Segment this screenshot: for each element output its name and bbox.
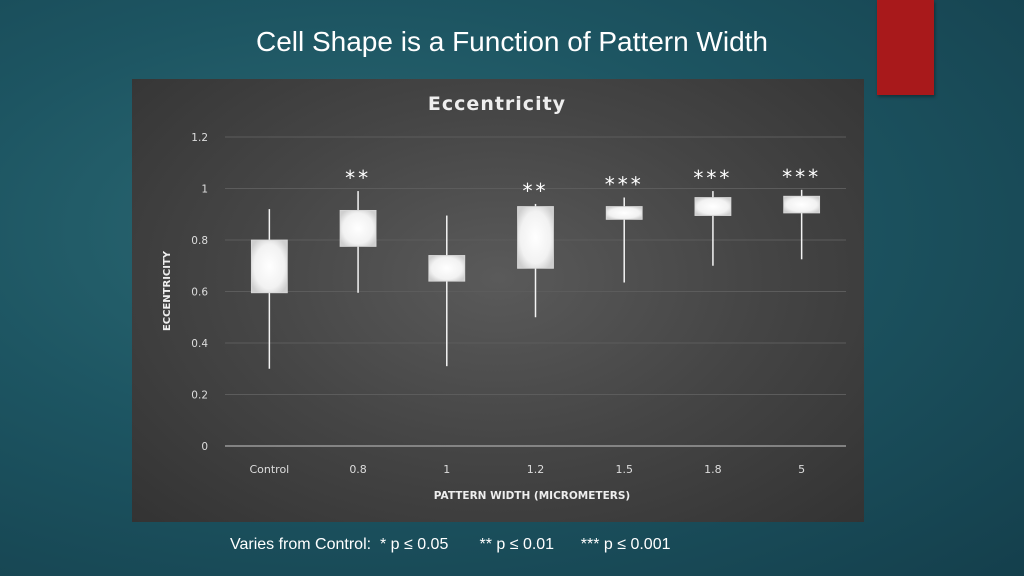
significance-marker-5: *** bbox=[693, 166, 732, 190]
x-axis-label: PATTERN WIDTH (MICROMETERS) bbox=[434, 490, 630, 502]
chart-panel: Eccentricity ECCENTRICITY PATTERN WIDTH … bbox=[132, 79, 864, 522]
chart-title: Eccentricity bbox=[428, 93, 566, 115]
box-3 bbox=[517, 206, 554, 269]
box-0 bbox=[250, 239, 288, 294]
box-5 bbox=[694, 197, 732, 216]
x-tick-label-6: 5 bbox=[798, 463, 805, 476]
x-tick-label-3: 1.2 bbox=[527, 463, 545, 476]
y-tick-label-0: 0 bbox=[201, 441, 208, 453]
box-plot-chart: Eccentricity ECCENTRICITY PATTERN WIDTH … bbox=[162, 93, 846, 502]
significance-marker-1: ** bbox=[345, 166, 371, 190]
x-tick-label-2: 1 bbox=[443, 463, 450, 476]
accent-block bbox=[877, 0, 934, 95]
y-tick-label-1: 0.2 bbox=[191, 390, 208, 402]
significance-marker-3: ** bbox=[523, 179, 549, 203]
y-tick-label-2: 0.4 bbox=[191, 338, 208, 350]
box-4 bbox=[605, 206, 643, 220]
box-1 bbox=[339, 209, 377, 247]
y-axis-label: ECCENTRICITY bbox=[162, 250, 173, 331]
x-tick-label-0: Control bbox=[249, 463, 289, 476]
x-tick-label-1: 0.8 bbox=[349, 463, 367, 476]
y-tick-label-4: 0.8 bbox=[191, 235, 208, 247]
y-tick-label-6: 1.2 bbox=[191, 132, 208, 144]
x-tick-label-4: 1.5 bbox=[615, 463, 633, 476]
significance-marker-6: *** bbox=[782, 165, 821, 189]
significance-footnote: Varies from Control: * p ≤ 0.05 ** p ≤ 0… bbox=[230, 536, 671, 553]
significance-marker-4: *** bbox=[605, 173, 644, 197]
x-tick-label-5: 1.8 bbox=[704, 463, 722, 476]
y-tick-label-3: 0.6 bbox=[191, 287, 208, 299]
box-2 bbox=[428, 255, 466, 282]
slide-title: Cell Shape is a Function of Pattern Widt… bbox=[255, 26, 769, 57]
box-6 bbox=[783, 195, 821, 214]
y-tick-label-5: 1 bbox=[201, 184, 208, 196]
